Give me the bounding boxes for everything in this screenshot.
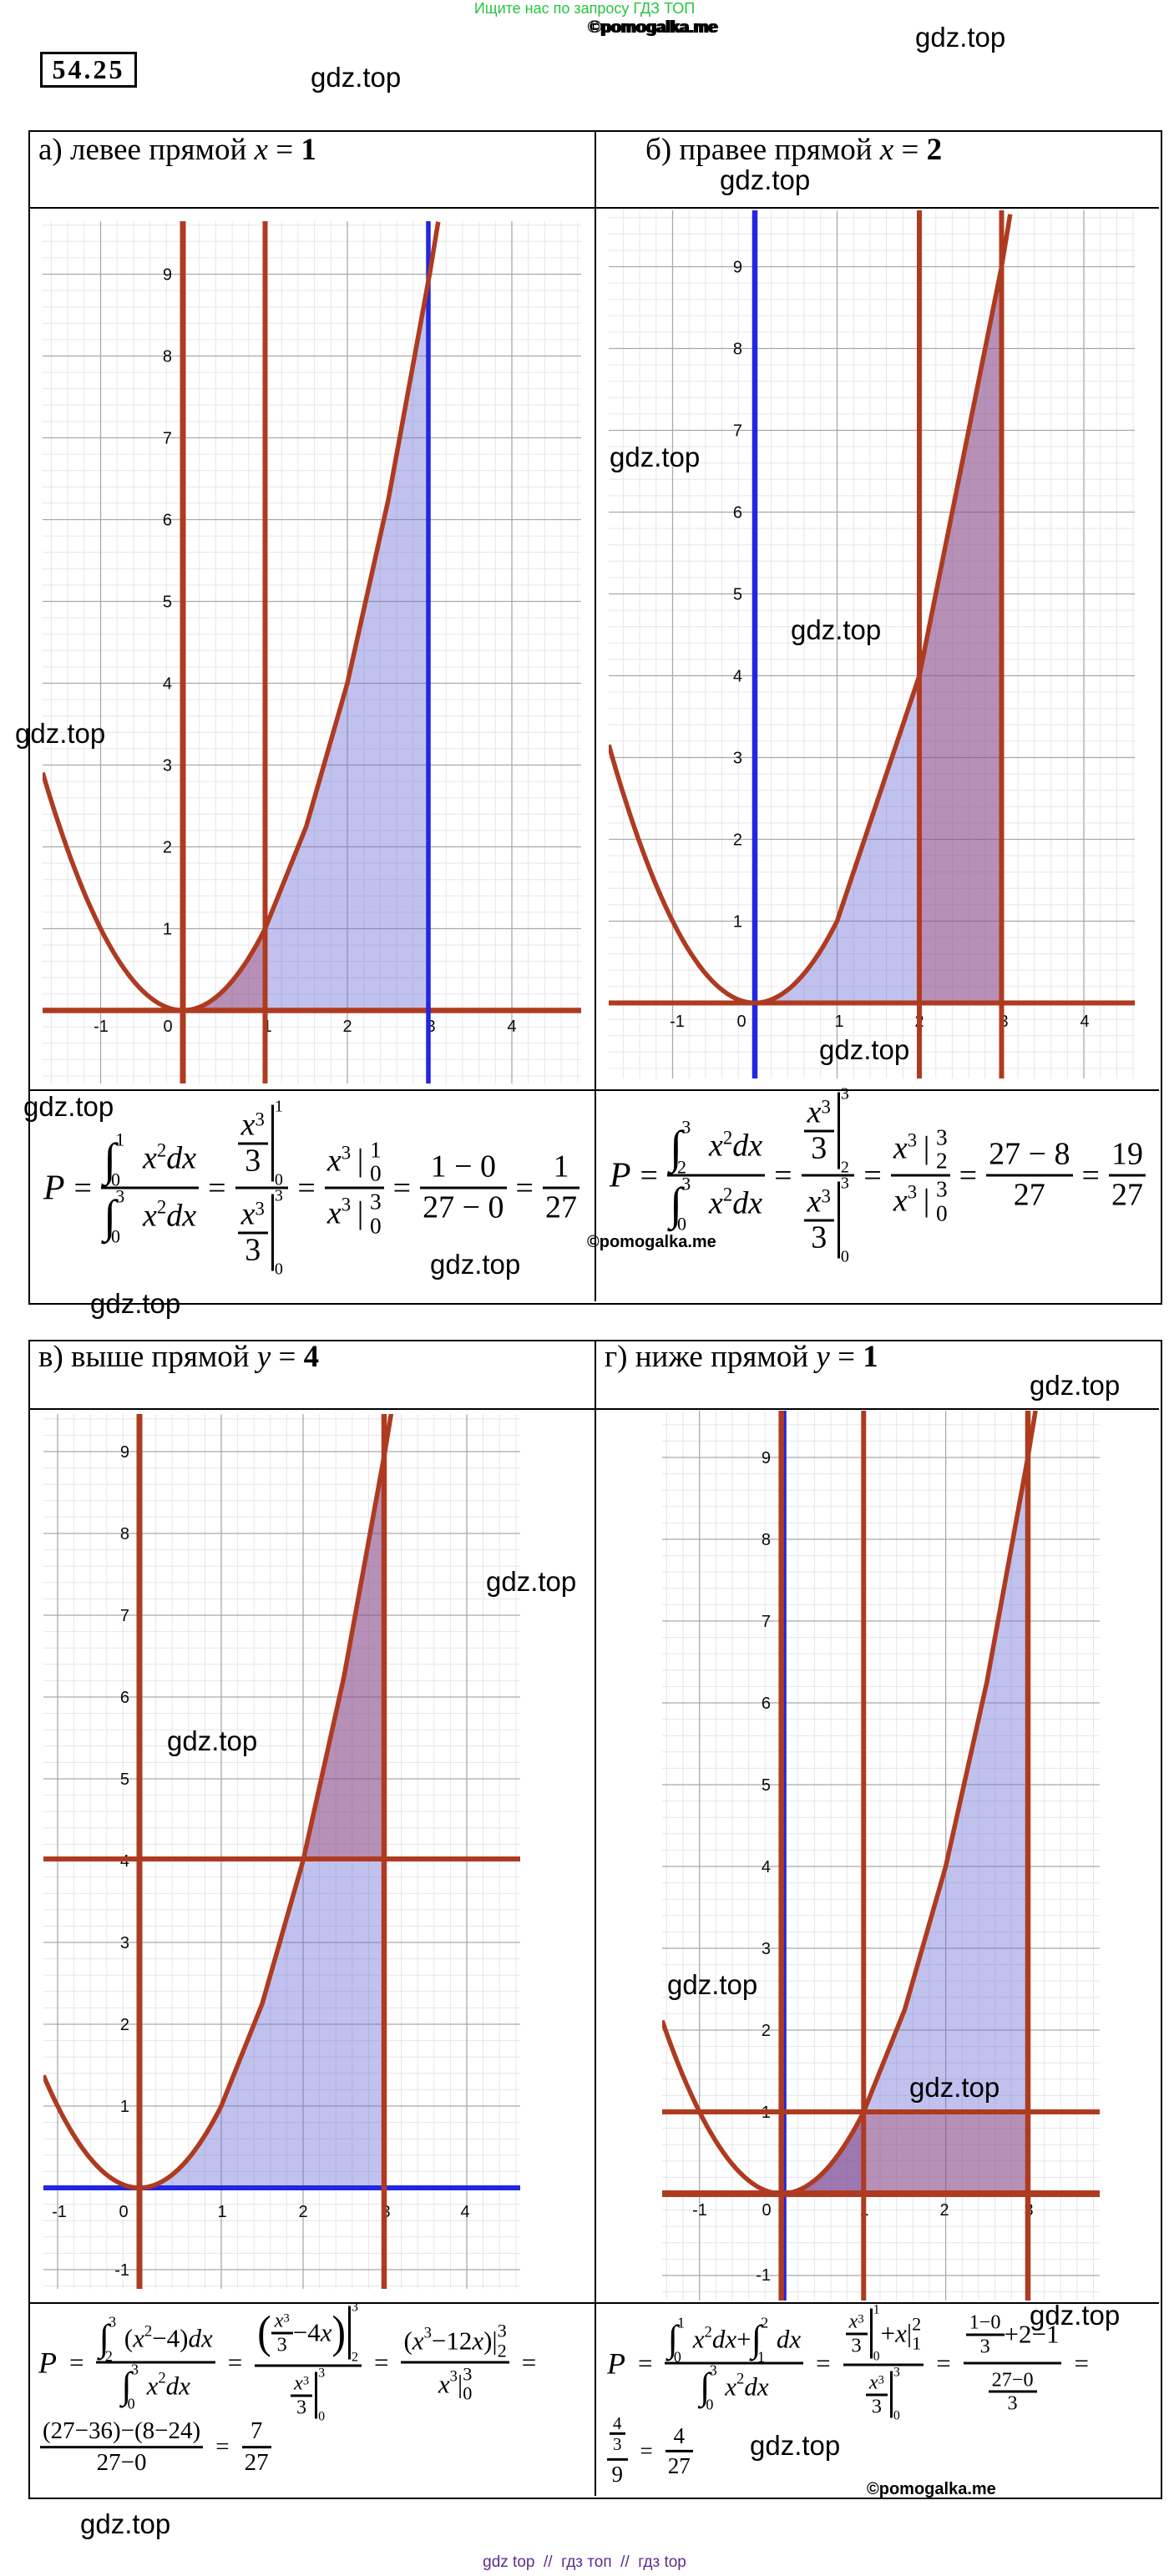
svg-text:0: 0 <box>762 2201 771 2220</box>
svg-text:9: 9 <box>762 1449 771 1467</box>
svg-text:1: 1 <box>163 921 172 939</box>
svg-text:8: 8 <box>120 1525 129 1543</box>
svg-text:0: 0 <box>163 1018 172 1036</box>
svg-text:1: 1 <box>834 1013 843 1031</box>
svg-text:8: 8 <box>762 1531 771 1549</box>
svg-text:4: 4 <box>507 1018 516 1036</box>
svg-text:2: 2 <box>163 839 172 857</box>
svg-text:3: 3 <box>762 1940 771 1958</box>
svg-text:4: 4 <box>163 675 172 694</box>
svg-text:4: 4 <box>733 668 742 686</box>
svg-text:9: 9 <box>120 1443 129 1462</box>
svg-text:2: 2 <box>298 2203 307 2221</box>
svg-text:3: 3 <box>426 1018 435 1036</box>
svg-text:3: 3 <box>733 750 742 768</box>
svg-text:7: 7 <box>120 1607 129 1625</box>
svg-text:-1: -1 <box>692 2201 707 2220</box>
svg-text:8: 8 <box>733 341 742 359</box>
svg-text:6: 6 <box>163 512 172 530</box>
svg-text:6: 6 <box>120 1689 129 1707</box>
svg-text:7: 7 <box>733 422 742 441</box>
svg-text:3: 3 <box>120 1934 129 1952</box>
svg-text:5: 5 <box>733 586 742 604</box>
svg-text:4: 4 <box>762 1858 771 1876</box>
svg-text:7: 7 <box>762 1613 771 1631</box>
svg-text:1: 1 <box>120 2098 129 2116</box>
svg-text:2: 2 <box>762 2022 771 2040</box>
svg-text:6: 6 <box>762 1695 771 1713</box>
svg-text:-1: -1 <box>670 1013 685 1031</box>
svg-text:5: 5 <box>120 1770 129 1789</box>
svg-text:0: 0 <box>736 1013 746 1031</box>
svg-text:6: 6 <box>733 504 742 523</box>
svg-text:-1: -1 <box>114 2261 129 2280</box>
svg-text:2: 2 <box>939 2201 949 2220</box>
svg-text:7: 7 <box>163 430 172 448</box>
svg-text:2: 2 <box>733 831 742 850</box>
svg-text:8: 8 <box>163 348 172 366</box>
svg-text:9: 9 <box>733 259 742 277</box>
svg-text:1: 1 <box>217 2203 226 2221</box>
svg-text:4: 4 <box>460 2203 469 2221</box>
svg-text:0: 0 <box>119 2203 128 2221</box>
svg-text:-1: -1 <box>756 2266 771 2285</box>
svg-text:5: 5 <box>163 593 172 612</box>
svg-text:3: 3 <box>163 757 172 775</box>
svg-text:5: 5 <box>762 1776 771 1795</box>
svg-text:9: 9 <box>163 266 172 285</box>
svg-text:2: 2 <box>120 2016 129 2034</box>
svg-text:1: 1 <box>733 913 742 932</box>
svg-text:4: 4 <box>1080 1013 1089 1031</box>
svg-text:-1: -1 <box>52 2203 67 2221</box>
svg-text:-1: -1 <box>94 1018 109 1036</box>
svg-text:2: 2 <box>342 1018 352 1036</box>
